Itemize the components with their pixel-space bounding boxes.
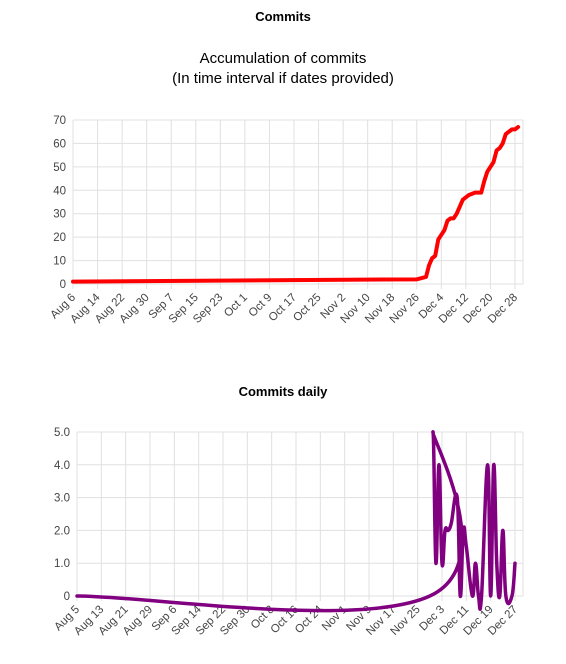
- commits-section-title: Commits: [255, 9, 311, 24]
- accumulation-y-tick-label: 20: [53, 232, 66, 244]
- accumulation-chart-subtitle: (In time interval if dates provided): [172, 70, 394, 87]
- daily-x-tick-label: Oct 24: [293, 603, 326, 636]
- daily-y-tick-label: 3.0: [54, 493, 70, 505]
- daily-y-tick-label: 2.0: [54, 525, 70, 537]
- accumulation-y-tick-label: 60: [53, 138, 66, 150]
- daily-y-tick-label: 0: [64, 591, 70, 603]
- accumulation-series-line: [71, 125, 521, 284]
- accumulation-y-tick-label: 50: [53, 162, 66, 174]
- daily-y-tick-label: 5.0: [54, 427, 70, 439]
- daily-y-tick-label: 4.0: [54, 460, 70, 472]
- accumulation-y-tick-label: 30: [53, 209, 66, 221]
- commits-daily-section-title: Commits daily: [238, 384, 328, 399]
- accumulation-y-tick-label: 0: [60, 279, 66, 291]
- daily-y-tick-label: 1.0: [54, 558, 70, 570]
- daily-x-tick-label: Nov 1: [320, 604, 350, 634]
- accumulation-y-tick-label: 40: [53, 185, 66, 197]
- accumulation-chart-title: Accumulation of commits: [199, 50, 367, 67]
- daily-series-line: [75, 430, 517, 613]
- accumulation-y-tick-label: 70: [53, 115, 66, 127]
- accumulation-y-tick-label: 10: [53, 256, 66, 268]
